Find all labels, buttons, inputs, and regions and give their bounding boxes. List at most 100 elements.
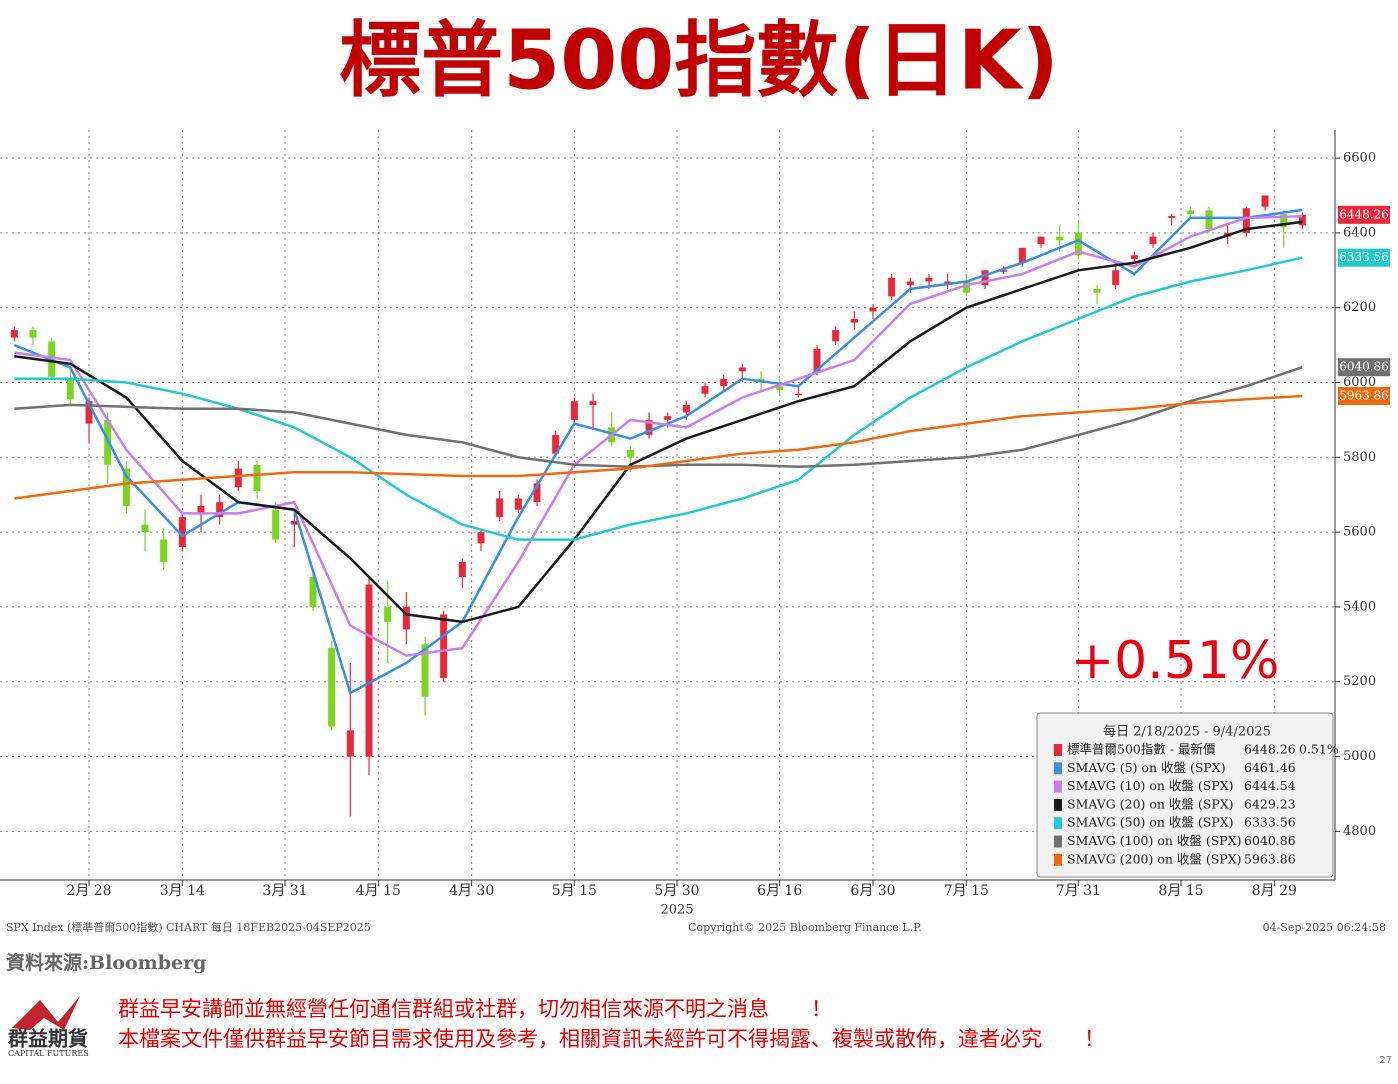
candle-body — [533, 483, 541, 503]
candle-body — [813, 348, 821, 372]
candle-body — [29, 330, 37, 338]
candle-body — [888, 277, 896, 297]
legend-label: SMAVG (100) on 收盤 (SPX) — [1067, 833, 1242, 848]
chart-footer: SPX Index (標準普爾500指數) CHART 每日 18FEB2025… — [6, 920, 371, 934]
candle-body — [1018, 247, 1026, 263]
legend-swatch — [1054, 817, 1062, 830]
x-tick-label: 7月 15 — [944, 883, 989, 899]
source: 資料來源:Bloomberg — [6, 951, 206, 974]
logo-name: 群益期貨 — [7, 1027, 88, 1051]
candle-body — [664, 416, 672, 420]
candle-body — [253, 464, 261, 491]
candle-body — [160, 539, 168, 563]
candle-body — [645, 419, 653, 435]
candle-body — [440, 614, 448, 679]
ma-line — [14, 214, 1303, 657]
candle-body — [384, 606, 392, 622]
x-tick-label: 5月 30 — [654, 883, 699, 899]
legend-change: 0.51% — [1299, 742, 1339, 757]
candle-body — [1280, 214, 1288, 228]
candle-body — [178, 517, 186, 548]
candle-body — [850, 318, 858, 323]
price-tag — [1338, 358, 1390, 377]
y-tick-label: 6200 — [1343, 300, 1376, 315]
price-tag-label: 6448.26 — [1339, 207, 1389, 221]
legend-value: 6448.26 — [1244, 742, 1296, 757]
legend-label: SMAVG (5) on 收盤 (SPX) — [1067, 760, 1226, 775]
candle-body — [85, 401, 93, 424]
candle-body — [1242, 208, 1250, 233]
candle-body — [962, 281, 970, 293]
candle-body — [290, 520, 298, 525]
candle-body — [552, 434, 560, 454]
y-tick-label: 5400 — [1343, 599, 1376, 614]
candle-body — [1056, 236, 1064, 241]
candle-body — [1074, 232, 1082, 256]
candle-body — [197, 505, 205, 514]
y-tick-label: 5200 — [1343, 674, 1376, 689]
copyright: Copyright© 2025 Bloomberg Finance L.P. — [688, 921, 922, 934]
change-annotation: +0.51% — [1071, 631, 1280, 691]
x-tick-label: 4月 30 — [449, 883, 494, 899]
logo-en: CAPITAL FUTURES — [8, 1049, 89, 1058]
legend-value: 6444.54 — [1244, 778, 1296, 793]
candle-body — [701, 386, 709, 394]
price-tag — [1338, 248, 1390, 267]
x-tick-label: 3月 14 — [160, 883, 205, 899]
legend-swatch — [1054, 853, 1062, 866]
y-tick-label: 6600 — [1343, 151, 1376, 166]
candle-body — [720, 378, 728, 387]
legend-label: SMAVG (20) on 收盤 (SPX) — [1067, 796, 1234, 811]
legend-value: 6429.23 — [1244, 796, 1296, 811]
legend: 每日 2/18/2025 - 9/4/2025 標準普爾500指數 - 最新價 64… — [1036, 712, 1339, 878]
candle-body — [944, 281, 952, 283]
x-tick-label: 8月 15 — [1158, 883, 1203, 899]
price-tag — [1338, 205, 1390, 224]
ma-line — [13, 208, 1303, 695]
candle-body — [122, 468, 130, 506]
legend-label: SMAVG (50) on 收盤 (SPX) — [1067, 815, 1234, 830]
legend-swatch — [1054, 762, 1062, 775]
candle-body — [869, 307, 877, 312]
candle-body — [272, 509, 280, 540]
candle-body — [328, 648, 336, 727]
price-tag — [1338, 387, 1390, 406]
candle-body — [570, 401, 578, 420]
candle-body — [589, 401, 597, 405]
legend-label: 標準普爾500指數 - 最新價 — [1067, 742, 1216, 757]
year-label: 2025 — [660, 903, 693, 918]
legend-value: 6333.56 — [1244, 815, 1296, 830]
legend-swatch — [1054, 835, 1062, 848]
legend-title: 每日 2/18/2025 - 9/4/2025 — [1103, 724, 1271, 740]
legend-box — [1036, 712, 1334, 878]
candle-body — [402, 606, 410, 630]
candle-body — [514, 498, 522, 510]
candle-body — [66, 378, 74, 400]
y-tick-label: 5000 — [1343, 749, 1376, 764]
candle-body — [626, 449, 634, 458]
candle-body — [1149, 236, 1157, 245]
candle-body — [10, 330, 18, 338]
legend-swatch — [1054, 780, 1062, 793]
slide-title: 標普500指數(日K) — [339, 13, 1059, 108]
legend-swatch — [1054, 744, 1062, 756]
legend-label: SMAVG (200) on 收盤 (SPX) — [1067, 851, 1242, 866]
candle-body — [682, 404, 690, 413]
candle-body — [216, 502, 224, 518]
candle-body — [477, 532, 485, 544]
legend-label: SMAVG (10) on 收盤 (SPX) — [1067, 778, 1234, 793]
candle-body — [309, 577, 317, 607]
timestamp: 04-Sep-2025 06:24:58 — [1263, 921, 1386, 934]
logo-mark — [12, 996, 80, 1030]
candle-body — [365, 584, 373, 757]
x-tick-label: 5月 15 — [552, 883, 597, 899]
x-tick-label: 7月 31 — [1056, 883, 1101, 899]
candle-body — [906, 281, 914, 286]
candle-body — [1093, 288, 1101, 293]
y-tick-label: 6400 — [1343, 225, 1376, 240]
price-tag-label: 6333.56 — [1339, 250, 1389, 264]
notice: 群益早安講師並無經營任何通信群組或社群，切勿相信來源不明之消息 ！ — [118, 997, 832, 1021]
candle-body — [1000, 270, 1008, 272]
legend-swatch — [1054, 798, 1062, 811]
